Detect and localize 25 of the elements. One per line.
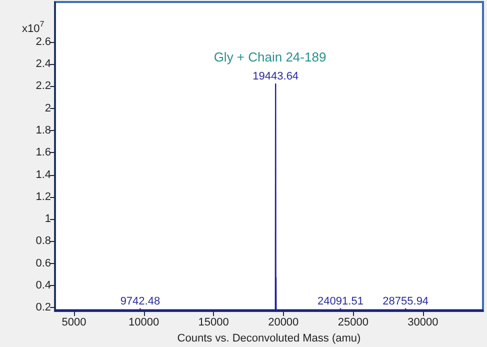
annotation: 19443.64 xyxy=(252,70,299,82)
x-tick-label: 25000 xyxy=(338,316,368,328)
y-tick-label: 1.4 xyxy=(36,168,51,181)
y-tick-label: 1.2 xyxy=(36,190,51,203)
y-tick-label: 0.8 xyxy=(36,235,51,248)
y-tick-label: 1.6 xyxy=(36,146,51,159)
x-tick-label: 15000 xyxy=(198,316,229,328)
x-tick-label: 20000 xyxy=(268,316,299,328)
x-axis-title: Counts vs. Deconvoluted Mass (amu) xyxy=(177,332,361,344)
y-tick-label: 1.8 xyxy=(36,124,51,136)
y-tick-label: 0.4 xyxy=(36,280,51,292)
y-tick-label: 2.4 xyxy=(36,58,51,70)
y-tick-label: 0.2 xyxy=(36,302,51,314)
y-tick-label: 2.2 xyxy=(36,80,51,92)
x-tick-label: 10000 xyxy=(128,316,160,328)
x-tick-label: 30000 xyxy=(408,316,438,328)
y-tick-label: 2 xyxy=(44,102,51,114)
annotation: 28755.94 xyxy=(382,295,429,308)
x-tick-label: 5000 xyxy=(62,316,86,328)
annotation: 24091.51 xyxy=(318,295,364,308)
annotation: 9742.48 xyxy=(120,295,160,308)
y-tick-label: 0.6 xyxy=(36,257,51,270)
y-tick-label: 1 xyxy=(44,213,51,226)
y-tick-label: 2.6 xyxy=(36,36,51,48)
annotation: Gly + Chain 24-189 xyxy=(214,50,326,64)
